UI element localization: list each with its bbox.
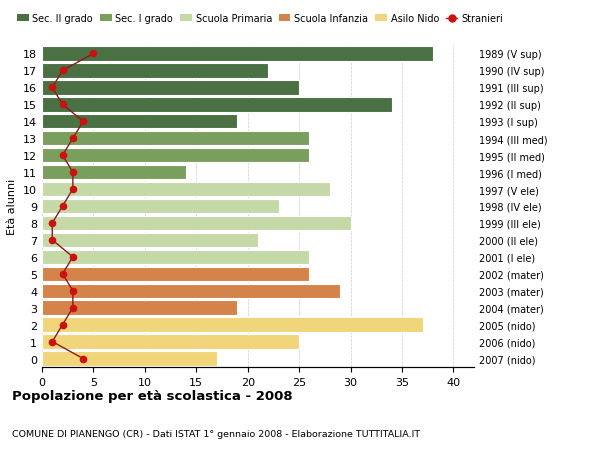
Text: COMUNE DI PIANENGO (CR) - Dati ISTAT 1° gennaio 2008 - Elaborazione TUTTITALIA.I: COMUNE DI PIANENGO (CR) - Dati ISTAT 1° … [12,429,420,438]
Bar [42,47,433,62]
Bar [42,267,310,281]
Bar [42,284,340,298]
Bar [42,335,299,349]
Bar [42,81,299,95]
Text: Popolazione per età scolastica - 2008: Popolazione per età scolastica - 2008 [12,389,293,403]
Bar [42,250,310,264]
Bar [42,233,258,247]
Bar [42,115,238,129]
Bar [42,182,330,197]
Bar [42,199,278,214]
Y-axis label: Età alunni: Età alunni [7,179,17,235]
Bar [42,132,310,146]
Bar [42,64,268,78]
Bar [42,149,310,163]
Bar [42,301,238,315]
Bar [42,318,422,332]
Bar [42,216,350,230]
Bar [42,166,186,180]
Bar [42,98,392,112]
Bar [42,352,217,366]
Legend: Sec. II grado, Sec. I grado, Scuola Primaria, Scuola Infanzia, Asilo Nido, Stran: Sec. II grado, Sec. I grado, Scuola Prim… [17,14,503,24]
